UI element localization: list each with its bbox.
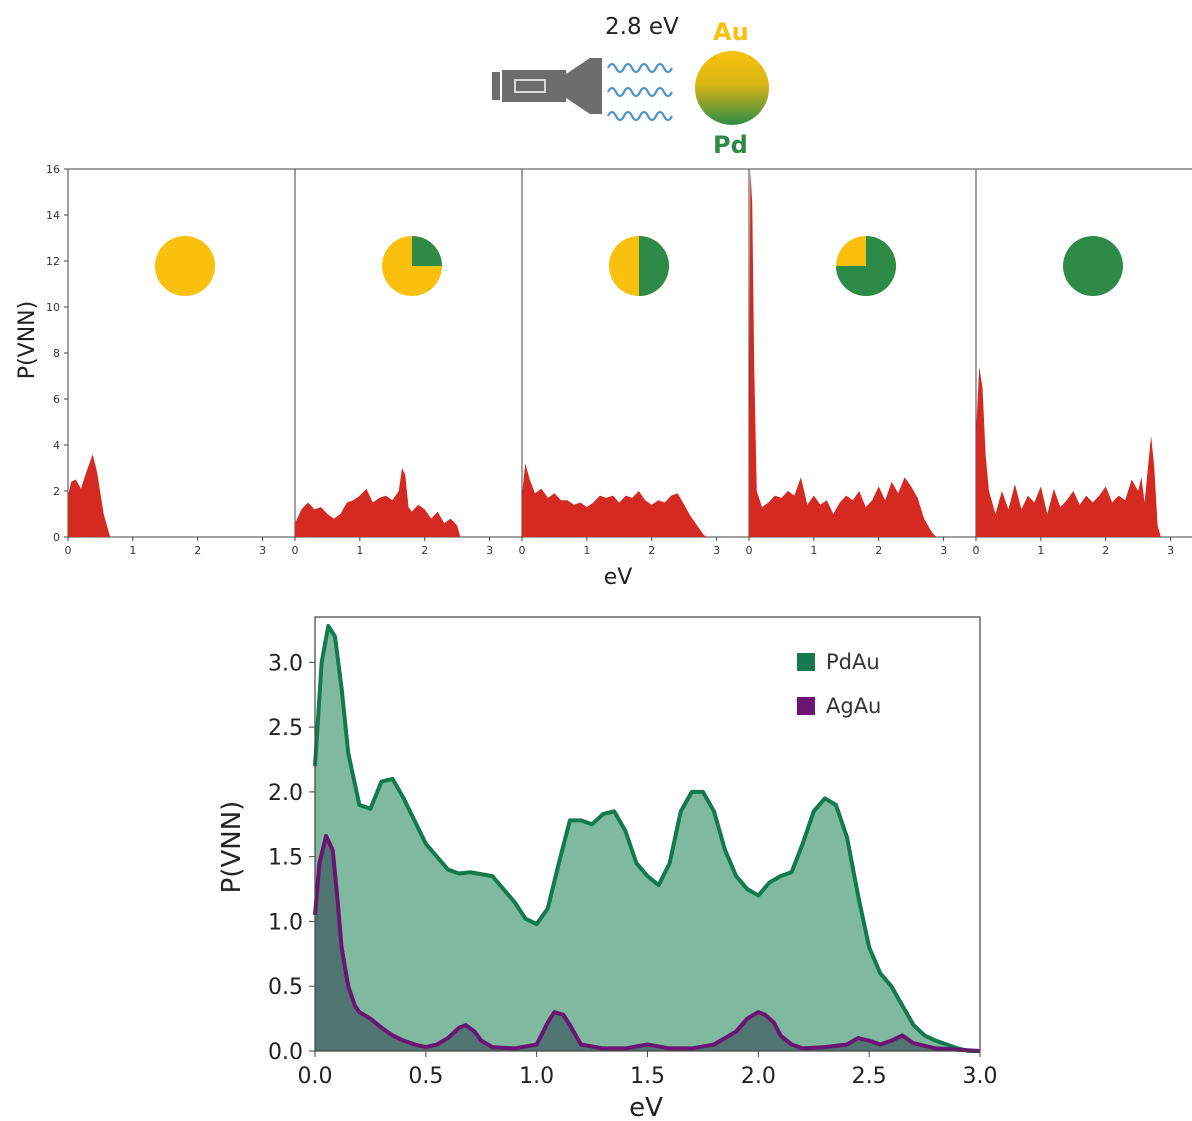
series-AgAu-line — [313, 833, 981, 1053]
x-tick-label: 1 — [356, 544, 363, 557]
x-tick-label: 1 — [583, 544, 590, 557]
flashlight-icon — [492, 58, 602, 114]
y-tick-label: 0.0 — [268, 1040, 303, 1065]
x-tick-label: 1 — [810, 544, 817, 557]
x-tick-label: 1 — [1037, 544, 1044, 557]
panel-2-area — [295, 468, 516, 537]
pd-slice-icon — [836, 236, 896, 296]
x-tick-label: 0 — [973, 544, 980, 557]
panel-1-area — [68, 454, 289, 537]
y-tick-label: 0 — [53, 531, 60, 544]
legend: PdAu AgAu — [797, 650, 881, 718]
legend-swatch-pdau — [797, 653, 815, 671]
series-PdAu-line — [313, 624, 980, 1053]
x-tick-label: 0.5 — [408, 1064, 443, 1089]
x-tick-label: 1.0 — [519, 1064, 554, 1089]
legend-label-pdau: PdAu — [826, 650, 880, 674]
photon-waves-icon — [607, 63, 673, 121]
y-tick-label: 14 — [46, 209, 60, 222]
x-tick-label: 2 — [1102, 544, 1109, 557]
top-chart-frame — [67, 168, 1192, 538]
y-tick-label: 12 — [46, 255, 60, 268]
bottom-ylabel: P(VNN) — [217, 801, 247, 894]
top-xlabel: eV — [604, 565, 633, 590]
pd-slice-icon — [639, 236, 669, 296]
y-tick-label: 0.5 — [268, 975, 303, 1000]
pd-slice-icon — [412, 236, 442, 266]
y-tick-label: 1.0 — [268, 910, 303, 935]
x-tick-label: 2 — [648, 544, 655, 557]
x-tick-label: 1.5 — [630, 1064, 665, 1089]
legend-label-agau: AgAu — [826, 694, 881, 718]
x-tick-label: 0.0 — [298, 1064, 333, 1089]
bottom-chart: 0.0 0.5 1.0 1.5 2.0 2.5 3.0 0.0 0.5 1.0 1.5 2.0 2.5 3… — [268, 616, 998, 1089]
x-tick-label: 3 — [1167, 544, 1174, 557]
x-tick-label: 0 — [519, 544, 526, 557]
x-tick-label: 2 — [875, 544, 882, 557]
x-tick-label: 3 — [713, 544, 720, 557]
pd-circle-icon — [1063, 236, 1123, 296]
panel-4-area — [749, 169, 970, 537]
x-tick-label: 0 — [292, 544, 299, 557]
y-tick-label: 2 — [53, 485, 60, 498]
x-tick-label: 2 — [194, 544, 201, 557]
series-PdAu-area — [315, 626, 980, 1051]
x-tick-label: 0 — [65, 544, 72, 557]
y-tick-label: 4 — [53, 439, 60, 452]
pd-label: Pd — [713, 131, 748, 159]
x-tick-label: 2.0 — [741, 1064, 776, 1089]
y-tick-label: 8 — [53, 347, 60, 360]
y-tick-label: 10 — [46, 301, 60, 314]
legend-swatch-agau — [797, 697, 815, 715]
x-tick-label: 2.5 — [852, 1064, 887, 1089]
y-tick-label: 1.5 — [268, 846, 303, 871]
energy-label: 2.8 eV — [605, 14, 679, 40]
panel-5-area — [976, 366, 1192, 537]
x-tick-label: 3 — [486, 544, 493, 557]
x-tick-label: 3 — [259, 544, 266, 557]
bottom-xlabel: eV — [629, 1093, 663, 1121]
au-label: Au — [713, 18, 749, 46]
y-tick-label: 3.0 — [268, 651, 303, 676]
x-tick-label: 3 — [940, 544, 947, 557]
x-tick-label: 2 — [421, 544, 428, 557]
au-pd-nanoparticle-icon — [695, 51, 769, 125]
x-tick-label: 3.0 — [963, 1064, 998, 1089]
y-tick-label: 16 — [46, 163, 60, 176]
au-circle-icon — [155, 236, 215, 296]
y-tick-label: 2.0 — [268, 781, 303, 806]
panel-3-area — [522, 463, 743, 537]
x-tick-label: 1 — [129, 544, 136, 557]
y-tick-label: 2.5 — [268, 716, 303, 741]
y-tick-label: 6 — [53, 393, 60, 406]
top-ylabel: P(VNN) — [15, 301, 40, 379]
x-tick-label: 0 — [746, 544, 753, 557]
